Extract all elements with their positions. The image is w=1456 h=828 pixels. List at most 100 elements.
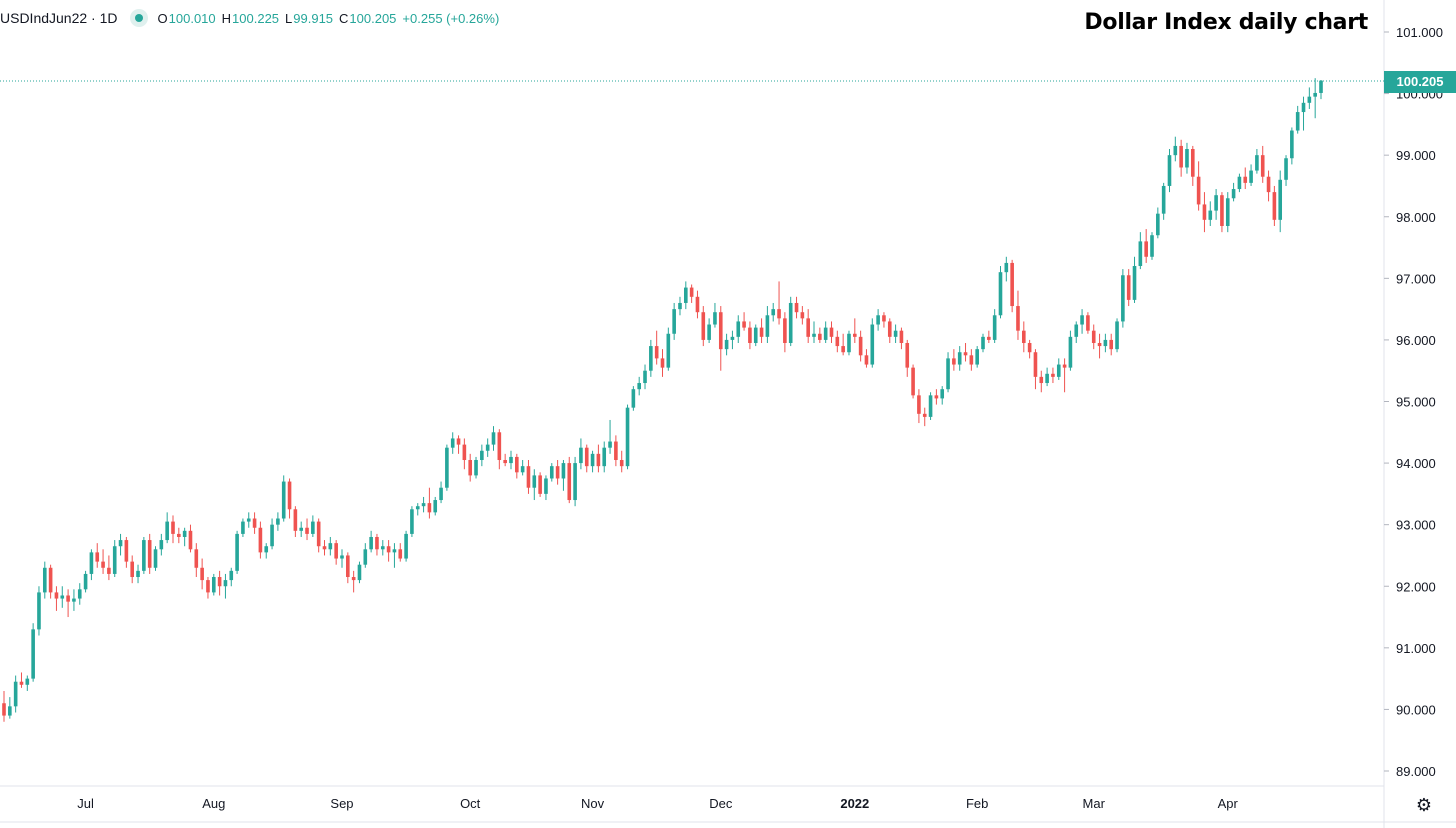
candle: [818, 327, 822, 343]
candle-body: [223, 580, 228, 587]
candle-body: [375, 536, 379, 550]
candle-body: [660, 358, 665, 368]
candle-body: [42, 567, 47, 593]
candle-body: [858, 336, 863, 356]
candle-body: [153, 549, 158, 568]
candle: [206, 577, 210, 599]
candle-body: [561, 463, 566, 479]
candle-body: [952, 358, 956, 365]
candle: [1202, 192, 1207, 233]
candle: [25, 675, 30, 691]
candle-body: [631, 389, 636, 408]
candle: [549, 463, 554, 482]
candles: [2, 78, 1323, 722]
candle: [270, 518, 274, 550]
candle: [101, 549, 105, 574]
candle: [380, 540, 385, 556]
candle-body: [544, 478, 548, 494]
candle: [515, 453, 519, 479]
candle-body: [445, 447, 449, 488]
candle: [165, 512, 169, 544]
candle-body: [270, 524, 274, 547]
candle-body: [142, 540, 146, 571]
candle: [369, 530, 373, 553]
candle-body: [252, 518, 257, 528]
candle: [946, 352, 950, 393]
candle: [281, 475, 286, 522]
candle: [573, 456, 577, 507]
candle-body: [520, 466, 525, 473]
symbol-interval[interactable]: USDIndJun22 · 1D: [0, 10, 118, 26]
candle-body: [1290, 130, 1294, 159]
candle: [1196, 161, 1201, 211]
candle: [1295, 105, 1300, 134]
candle: [957, 346, 962, 371]
candle-body: [211, 577, 216, 593]
time-axis[interactable]: Jul Aug Sep Oct Nov Dec 2022 Feb Mar Apr: [77, 796, 1238, 811]
candle: [1290, 127, 1294, 165]
candle: [72, 589, 76, 611]
candle-body: [678, 302, 682, 310]
candle-body: [72, 598, 76, 602]
candle-body: [759, 327, 764, 337]
candle: [1121, 269, 1125, 328]
candle: [637, 376, 641, 396]
candle: [223, 573, 228, 599]
candle-body: [870, 324, 875, 365]
candle: [695, 290, 700, 319]
candle: [800, 306, 805, 325]
candle-body: [328, 543, 333, 550]
candle: [509, 450, 513, 470]
candle: [357, 561, 362, 584]
candle: [1045, 367, 1049, 387]
candle: [8, 697, 12, 719]
candle: [1266, 170, 1271, 202]
candle: [987, 330, 991, 343]
candle-body: [1150, 235, 1154, 257]
candle-body: [1237, 176, 1242, 190]
candle: [48, 564, 53, 599]
open-label: O: [157, 10, 168, 26]
candle: [1091, 324, 1096, 350]
candle-body: [1319, 80, 1323, 93]
candle-body: [526, 466, 531, 488]
candle: [887, 318, 892, 343]
candle-body: [369, 536, 373, 550]
candle: [905, 339, 910, 377]
candle-body: [893, 330, 898, 337]
candle: [334, 540, 338, 565]
candle: [608, 419, 612, 454]
candle: [713, 302, 717, 328]
price-tick-label: 91.000: [1396, 641, 1436, 656]
candle-body: [1126, 275, 1131, 300]
candle-body: [963, 352, 968, 356]
candle: [439, 481, 443, 504]
candle-body: [1208, 210, 1213, 220]
candle-body: [584, 447, 589, 467]
candle-body: [1045, 373, 1049, 384]
candle-body: [806, 318, 810, 337]
candle-body: [1115, 321, 1119, 350]
price-axis[interactable]: 101.000100.00099.00098.00097.00096.00095…: [1384, 25, 1443, 779]
candle-body: [957, 352, 962, 365]
candle-body: [1010, 262, 1014, 307]
candle: [136, 564, 140, 584]
candle: [276, 512, 280, 531]
candle-body: [421, 503, 426, 507]
candle: [602, 441, 607, 473]
candle-body: [188, 530, 193, 550]
gear-icon[interactable]: ⚙: [1415, 795, 1433, 815]
candle: [1080, 309, 1084, 334]
candle: [724, 333, 729, 356]
candle-body: [264, 546, 269, 553]
candle: [847, 330, 851, 356]
candle: [975, 346, 979, 368]
candle: [450, 432, 455, 454]
candle: [1033, 349, 1038, 390]
candle-body: [1144, 241, 1148, 257]
price-tick-label: 93.000: [1396, 518, 1436, 533]
candle-body: [194, 549, 199, 568]
candle: [1027, 339, 1032, 359]
candle-body: [590, 453, 595, 467]
